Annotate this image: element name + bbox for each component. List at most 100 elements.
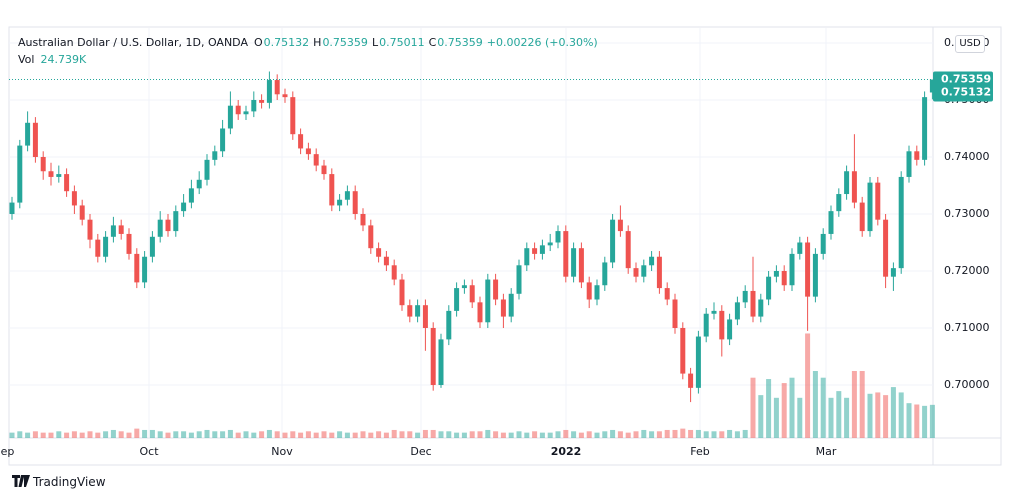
candle-body xyxy=(539,245,545,254)
candle-body xyxy=(524,248,530,266)
candle-body xyxy=(610,219,616,263)
field-value: 0.75132 xyxy=(263,36,310,49)
logo xyxy=(12,475,30,487)
volume-bar xyxy=(555,431,561,438)
candle-body xyxy=(742,290,748,303)
volume-bar xyxy=(727,429,733,438)
volume-bar xyxy=(828,397,834,438)
candle-body xyxy=(360,213,366,226)
volume-bar xyxy=(516,431,522,438)
candle-body xyxy=(594,285,600,300)
volume-bar xyxy=(883,395,889,438)
candle-body xyxy=(196,179,202,189)
candle-body xyxy=(532,248,538,254)
candle-body xyxy=(415,305,421,317)
candle-body xyxy=(71,191,77,206)
volume-bar xyxy=(532,431,538,438)
volume-bar xyxy=(95,432,101,438)
candle-body xyxy=(485,279,491,323)
candle-body xyxy=(25,122,31,146)
y-tick-label: 0.73000 xyxy=(944,207,990,220)
candle-body xyxy=(695,336,701,388)
candle-body xyxy=(438,339,444,385)
volume-bar xyxy=(181,431,187,438)
candle-body xyxy=(688,373,694,388)
x-tick-label: Oct xyxy=(139,445,159,458)
volume-bar xyxy=(329,432,335,438)
volume-bar xyxy=(103,431,109,438)
candle-body xyxy=(633,268,639,277)
volume-bar xyxy=(157,431,163,438)
candle-body xyxy=(672,299,678,328)
candle-body xyxy=(134,253,140,283)
candle-body xyxy=(680,327,686,374)
candle-body xyxy=(859,202,865,232)
volume-bar xyxy=(805,333,811,438)
volume-bar xyxy=(539,432,545,438)
candle-body xyxy=(103,236,109,257)
candle-body xyxy=(781,270,787,286)
volume-bar xyxy=(235,432,241,438)
candle-body xyxy=(461,285,467,289)
volume-bar xyxy=(407,431,413,438)
volume-bar xyxy=(859,371,865,438)
candle-body xyxy=(266,80,272,103)
candle-body xyxy=(812,253,818,297)
volume-bar xyxy=(890,387,896,438)
volume-bar xyxy=(9,432,15,438)
candle-body xyxy=(664,288,670,300)
candle-body xyxy=(758,299,764,317)
volume-bar xyxy=(758,395,764,438)
field-value: 0.75359 xyxy=(437,36,483,49)
currency-button[interactable]: USD xyxy=(955,35,985,53)
volume-bar xyxy=(71,431,77,438)
candle-body xyxy=(625,231,631,269)
candle-body xyxy=(602,262,608,286)
candle-body xyxy=(227,105,233,129)
candle-body xyxy=(922,97,928,160)
x-tick-label: Sep xyxy=(0,445,14,458)
candle-body xyxy=(493,279,499,300)
x-tick-label: Mar xyxy=(816,445,837,458)
candle-body xyxy=(422,305,428,328)
field-key: H xyxy=(313,36,322,49)
last-price-tag: 0.75359 xyxy=(941,73,991,86)
volume-bar xyxy=(376,431,382,438)
volume-bar xyxy=(196,431,202,438)
volume-bar xyxy=(64,432,70,438)
volume-bar xyxy=(820,377,826,438)
volume-bar xyxy=(243,431,249,438)
volume-bar xyxy=(266,429,272,438)
volume-bar xyxy=(469,431,475,438)
candle-body xyxy=(391,265,397,280)
candle-body xyxy=(766,276,772,300)
volume-bar xyxy=(695,429,701,438)
candle-body xyxy=(79,205,85,220)
volume-bar xyxy=(594,432,600,438)
volume-bar xyxy=(524,432,530,438)
candle-body xyxy=(430,327,436,385)
candle-body xyxy=(586,282,592,300)
candle-body xyxy=(508,293,514,317)
volume-bar xyxy=(867,393,873,438)
volume-bar xyxy=(500,432,506,438)
volume-bar xyxy=(251,432,257,438)
volume-bar xyxy=(656,431,662,438)
volume-bar xyxy=(773,397,779,438)
branding: TradingView xyxy=(12,475,106,489)
volume-bar xyxy=(227,429,233,438)
candle-body xyxy=(929,79,935,93)
volume-bar xyxy=(922,405,928,438)
candle-body xyxy=(368,225,374,249)
volume-bar xyxy=(56,431,62,438)
volume-bar xyxy=(438,431,444,438)
candle-body xyxy=(875,182,881,220)
candle-body xyxy=(727,319,733,340)
candle-body xyxy=(890,268,896,277)
symbol: Australian Dollar / U.S. Dollar, 1D, OAN… xyxy=(18,36,248,49)
volume-bar xyxy=(485,429,491,438)
vol-key: Vol xyxy=(18,53,35,66)
field-value: 0.75359 xyxy=(322,36,368,49)
candle-body xyxy=(711,310,717,314)
